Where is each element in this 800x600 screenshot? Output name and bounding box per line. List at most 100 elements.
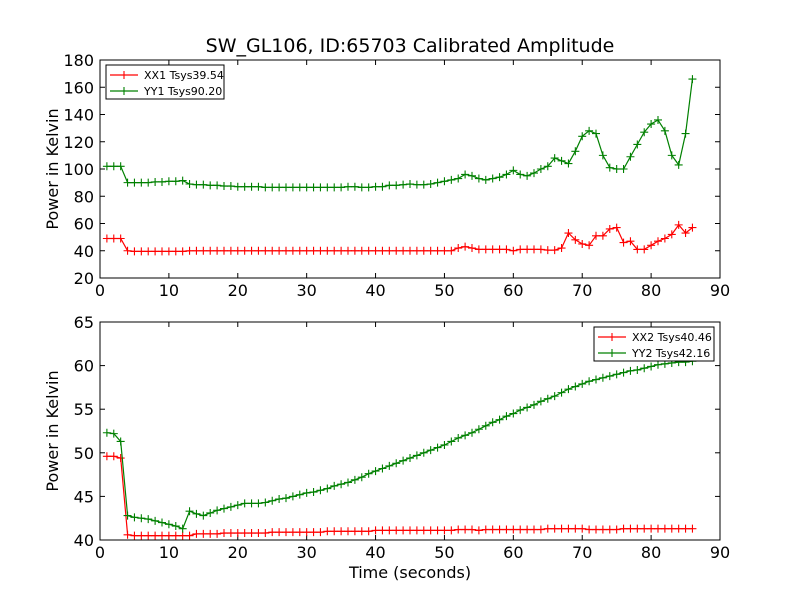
data-point [557,244,566,253]
y-tick-label: 45 [74,487,94,506]
data-point [357,473,366,482]
y-axis-label: Power in Kelvin [43,370,62,491]
data-point [130,531,139,540]
data-point [371,182,380,191]
data-point [530,169,538,178]
data-point [302,246,311,255]
data-point [268,528,277,537]
data-point [137,531,146,540]
data-point [412,526,421,535]
data-point [633,245,642,254]
data-point [571,382,580,391]
data-point [130,178,139,187]
data-point [350,527,359,536]
data-point [564,229,573,238]
data-point [660,234,669,243]
legend-label: YY2 Tsys42.16 [631,347,710,360]
data-point [654,360,662,369]
data-point [158,531,166,540]
data-point [440,177,449,186]
data-point [151,531,160,540]
data-point [633,524,642,533]
data-point [371,467,380,476]
data-point [633,365,642,374]
legend-label: XX1 Tsys39.54 [144,69,224,82]
data-point [557,524,566,533]
data-point [254,499,263,508]
data-point [640,364,649,373]
data-point [261,498,270,507]
data-point [681,129,690,138]
data-point [185,179,194,188]
data-point [282,183,290,192]
data-point [426,246,435,255]
data-point [509,166,518,175]
data-point [295,183,304,192]
data-point [419,246,428,255]
data-point [654,524,662,533]
data-point [461,431,470,440]
data-point [220,246,228,255]
y-tick-label: 60 [74,357,94,376]
data-point [688,524,697,533]
data-point [158,177,166,186]
data-point [144,247,153,256]
data-point [640,524,649,533]
data-point [447,526,456,535]
data-point [516,170,525,179]
data-point [199,529,208,538]
data-point [344,527,352,536]
data-point [654,237,662,246]
data-point [640,128,649,137]
data-point [240,182,249,191]
x-tick-label: 60 [503,281,523,300]
data-point [433,526,442,535]
data-point [337,527,346,536]
data-point [530,525,538,534]
data-point [309,488,318,497]
data-point [178,247,187,256]
data-point [385,461,394,470]
data-point [302,488,311,497]
x-axis-label: Time (seconds) [348,563,471,582]
data-point [385,526,394,535]
y-tick-label: 100 [63,160,94,179]
data-point [592,375,600,384]
data-point [495,173,504,182]
data-point [282,246,290,255]
data-point [543,246,552,255]
data-point [626,152,635,161]
y-tick-label: 40 [74,531,94,550]
data-point [137,514,146,523]
data-point [102,234,111,243]
data-point [123,511,132,520]
x-tick-label: 0 [95,543,105,562]
data-point [523,525,532,534]
data-point [605,163,614,172]
data-point [523,403,532,412]
series-2 [102,357,697,533]
data-point [495,415,504,424]
series-2 [102,75,697,192]
data-point [268,246,277,255]
y-tick-label: 20 [74,269,94,288]
data-point [371,246,380,255]
data-point [130,513,139,522]
data-point [158,518,166,527]
data-point [247,529,256,538]
data-point [406,454,414,463]
data-point [530,400,538,409]
x-tick-label: 80 [641,281,661,300]
y-tick-label: 180 [63,51,94,70]
data-point [461,170,470,179]
data-point [426,179,435,188]
data-point [240,529,249,538]
data-point [337,246,346,255]
data-point [543,524,552,533]
data-point [226,182,235,191]
bottom-panel: 0 10 20 30 40 50 60 70 80 90 40 45 50 55 60 65 Power in … [43,313,730,562]
data-point [144,178,153,187]
data-point [295,490,304,499]
data-point [564,159,573,168]
data-point [571,524,580,533]
